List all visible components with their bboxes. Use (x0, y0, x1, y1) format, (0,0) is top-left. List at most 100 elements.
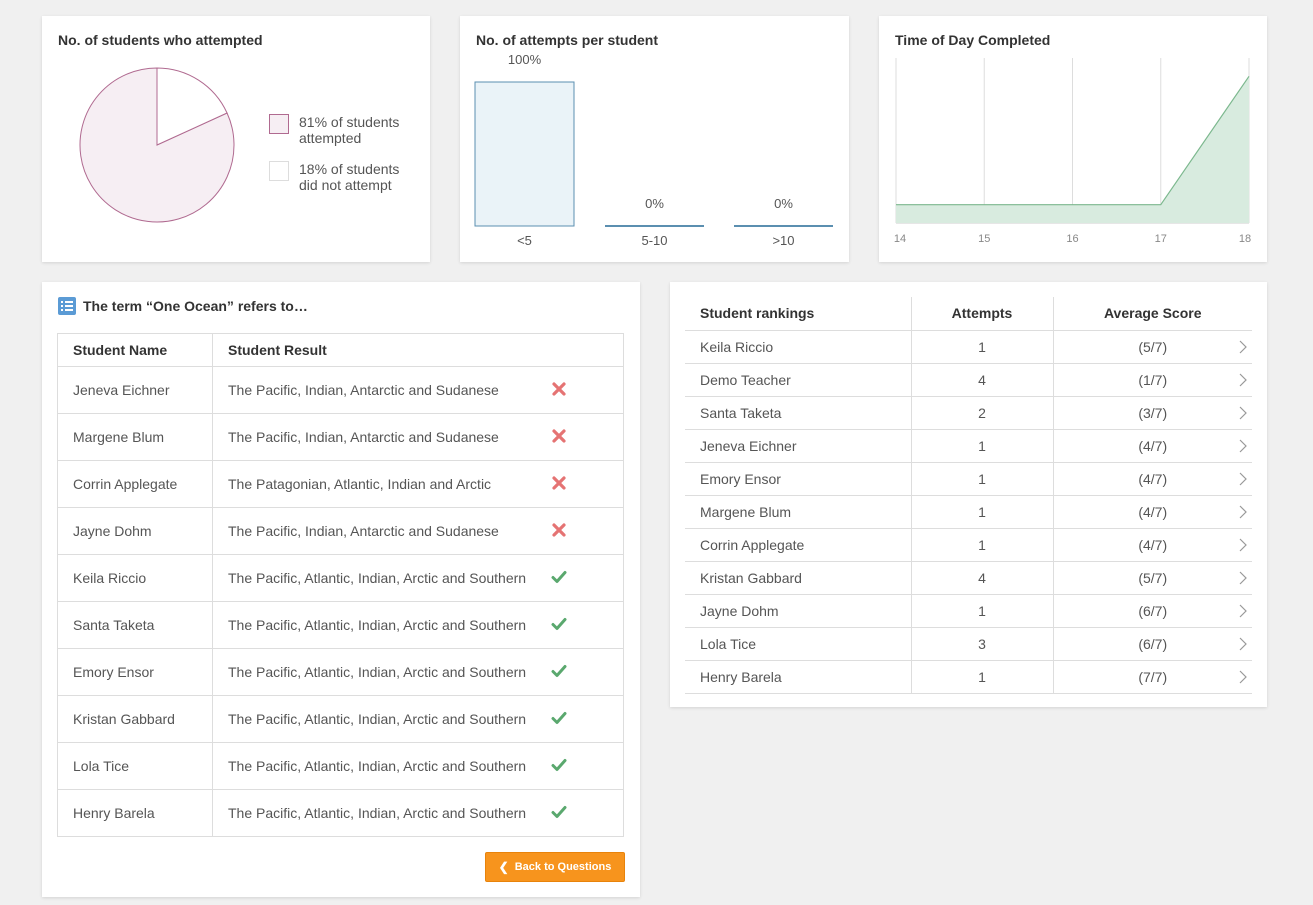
bar (474, 81, 575, 227)
cross-icon (552, 523, 566, 537)
back-button-label: Back to Questions (514, 861, 612, 873)
ranking-score-text: (7/7) (1138, 668, 1168, 685)
chevron-left-icon: ❮ (498, 860, 509, 874)
student-result-cell: The Pacific, Atlantic, Indian, Arctic an… (212, 554, 624, 602)
column-header-student-rankings: Student rankings (685, 297, 912, 331)
ranking-score-text: (5/7) (1138, 338, 1168, 355)
ranking-attempts: 1 (911, 528, 1054, 562)
time-of-day-card: Time of Day Completed 14 15 16 17 18 (879, 16, 1267, 262)
ranking-student-name: Jeneva Eichner (685, 429, 912, 463)
student-result-text: The Pacific, Atlantic, Indian, Arctic an… (228, 758, 527, 774)
question-title: The term “One Ocean” refers to… (83, 298, 308, 314)
bar-value-label: 0% (774, 196, 793, 211)
student-result-cell: The Pacific, Indian, Antarctic and Sudan… (212, 366, 624, 414)
ranking-row[interactable]: Lola Tice 3 (6/7) (685, 627, 1252, 661)
student-name-cell: Corrin Applegate (57, 460, 213, 508)
ranking-attempts: 3 (911, 627, 1054, 661)
ranking-student-name: Emory Ensor (685, 462, 912, 496)
ranking-score-text: (4/7) (1138, 536, 1168, 553)
student-name-cell: Jeneva Eichner (57, 366, 213, 414)
ranking-attempts: 2 (911, 396, 1054, 430)
ranking-row[interactable]: Demo Teacher 4 (1/7) (685, 363, 1252, 397)
ranking-student-name: Corrin Applegate (685, 528, 912, 562)
ranking-row[interactable]: Jeneva Eichner 1 (4/7) (685, 429, 1252, 463)
student-result-text: The Pacific, Atlantic, Indian, Arctic an… (228, 805, 527, 821)
ranking-student-name: Kristan Gabbard (685, 561, 912, 595)
ranking-row[interactable]: Kristan Gabbard 4 (5/7) (685, 561, 1252, 595)
x-tick-label: 18 (1239, 233, 1251, 245)
table-row: Lola Tice The Pacific, Atlantic, Indian, … (57, 742, 624, 790)
ranking-student-name: Santa Taketa (685, 396, 912, 430)
bar-value-label: 100% (508, 52, 542, 67)
student-result-cell: The Pacific, Indian, Antarctic and Sudan… (212, 413, 624, 461)
ranking-average-score: (5/7) (1053, 561, 1252, 595)
ranking-student-name: Demo Teacher (685, 363, 912, 397)
bar-value-label: 0% (645, 196, 664, 211)
ranking-average-score: (6/7) (1053, 594, 1252, 628)
table-row: Emory Ensor The Pacific, Atlantic, Indian… (57, 648, 624, 696)
ranking-average-score: (4/7) (1053, 429, 1252, 463)
student-name-cell: Henry Barela (57, 789, 213, 837)
back-to-questions-button[interactable]: ❮ Back to Questions (485, 852, 625, 882)
ranking-average-score: (1/7) (1053, 363, 1252, 397)
ranking-score-text: (5/7) (1138, 569, 1168, 586)
legend-label-attempted: 81% of students attempted (299, 114, 400, 146)
ranking-attempts: 1 (911, 660, 1054, 694)
check-icon (551, 759, 567, 771)
chevron-right-icon[interactable] (1238, 505, 1248, 519)
ranking-average-score: (4/7) (1053, 462, 1252, 496)
table-row: Keila Riccio The Pacific, Atlantic, India… (57, 554, 624, 602)
student-result-cell: The Pacific, Atlantic, Indian, Arctic an… (212, 695, 624, 743)
ranking-attempts: 1 (911, 495, 1054, 529)
chevron-right-icon[interactable] (1238, 538, 1248, 552)
student-result-cell: The Pacific, Atlantic, Indian, Arctic an… (212, 742, 624, 790)
student-rankings-table: Student rankings Attempts Average Score … (685, 297, 1252, 694)
legend-swatch-not-attempted (269, 161, 289, 181)
student-result-text: The Pacific, Atlantic, Indian, Arctic an… (228, 570, 527, 586)
chevron-right-icon[interactable] (1238, 637, 1248, 651)
ranking-row[interactable]: Henry Barela 1 (7/7) (685, 660, 1252, 694)
pie-card-title: No. of students who attempted (58, 32, 263, 48)
ranking-student-name: Jayne Dohm (685, 594, 912, 628)
ranking-score-text: (4/7) (1138, 470, 1168, 487)
chevron-right-icon[interactable] (1238, 571, 1248, 585)
ranking-attempts: 4 (911, 561, 1054, 595)
table-row: Jeneva Eichner The Pacific, Indian, Antar… (57, 366, 624, 414)
student-name-cell: Emory Ensor (57, 648, 213, 696)
cross-icon (552, 382, 566, 396)
student-result-cell: The Pacific, Atlantic, Indian, Arctic an… (212, 789, 624, 837)
cross-icon (552, 476, 566, 490)
area-series (896, 76, 1249, 223)
table-row: Henry Barela The Pacific, Atlantic, India… (57, 789, 624, 837)
student-result-text: The Pacific, Atlantic, Indian, Arctic an… (228, 617, 527, 633)
chevron-right-icon[interactable] (1238, 472, 1248, 486)
chevron-right-icon[interactable] (1238, 373, 1248, 387)
ranking-row[interactable]: Corrin Applegate 1 (4/7) (685, 528, 1252, 562)
ranking-attempts: 1 (911, 429, 1054, 463)
question-results-card: The term “One Ocean” refers to… Student … (42, 282, 640, 897)
ranking-row[interactable]: Keila Riccio 1 (5/7) (685, 330, 1252, 364)
attempted-pie-chart (79, 67, 235, 223)
student-name-cell: Keila Riccio (57, 554, 213, 602)
chevron-right-icon[interactable] (1238, 439, 1248, 453)
x-tick-label: 14 (894, 233, 906, 245)
student-result-text: The Pacific, Atlantic, Indian, Arctic an… (228, 664, 527, 680)
chevron-right-icon[interactable] (1238, 670, 1248, 684)
x-tick-label: 16 (1066, 233, 1078, 245)
ranking-row[interactable]: Jayne Dohm 1 (6/7) (685, 594, 1252, 628)
attempts-card-title: No. of attempts per student (476, 32, 659, 48)
chevron-right-icon[interactable] (1238, 340, 1248, 354)
ranking-attempts: 4 (911, 363, 1054, 397)
ranking-row[interactable]: Emory Ensor 1 (4/7) (685, 462, 1252, 496)
x-tick-label: 15 (978, 233, 990, 245)
check-icon (551, 618, 567, 630)
student-name-cell: Margene Blum (57, 413, 213, 461)
ranking-score-text: (1/7) (1138, 371, 1168, 388)
chevron-right-icon[interactable] (1238, 406, 1248, 420)
ranking-average-score: (4/7) (1053, 528, 1252, 562)
check-icon (551, 571, 567, 583)
ranking-row[interactable]: Margene Blum 1 (4/7) (685, 495, 1252, 529)
ranking-row[interactable]: Santa Taketa 2 (3/7) (685, 396, 1252, 430)
chevron-right-icon[interactable] (1238, 604, 1248, 618)
column-header-average-score: Average Score (1053, 297, 1252, 331)
